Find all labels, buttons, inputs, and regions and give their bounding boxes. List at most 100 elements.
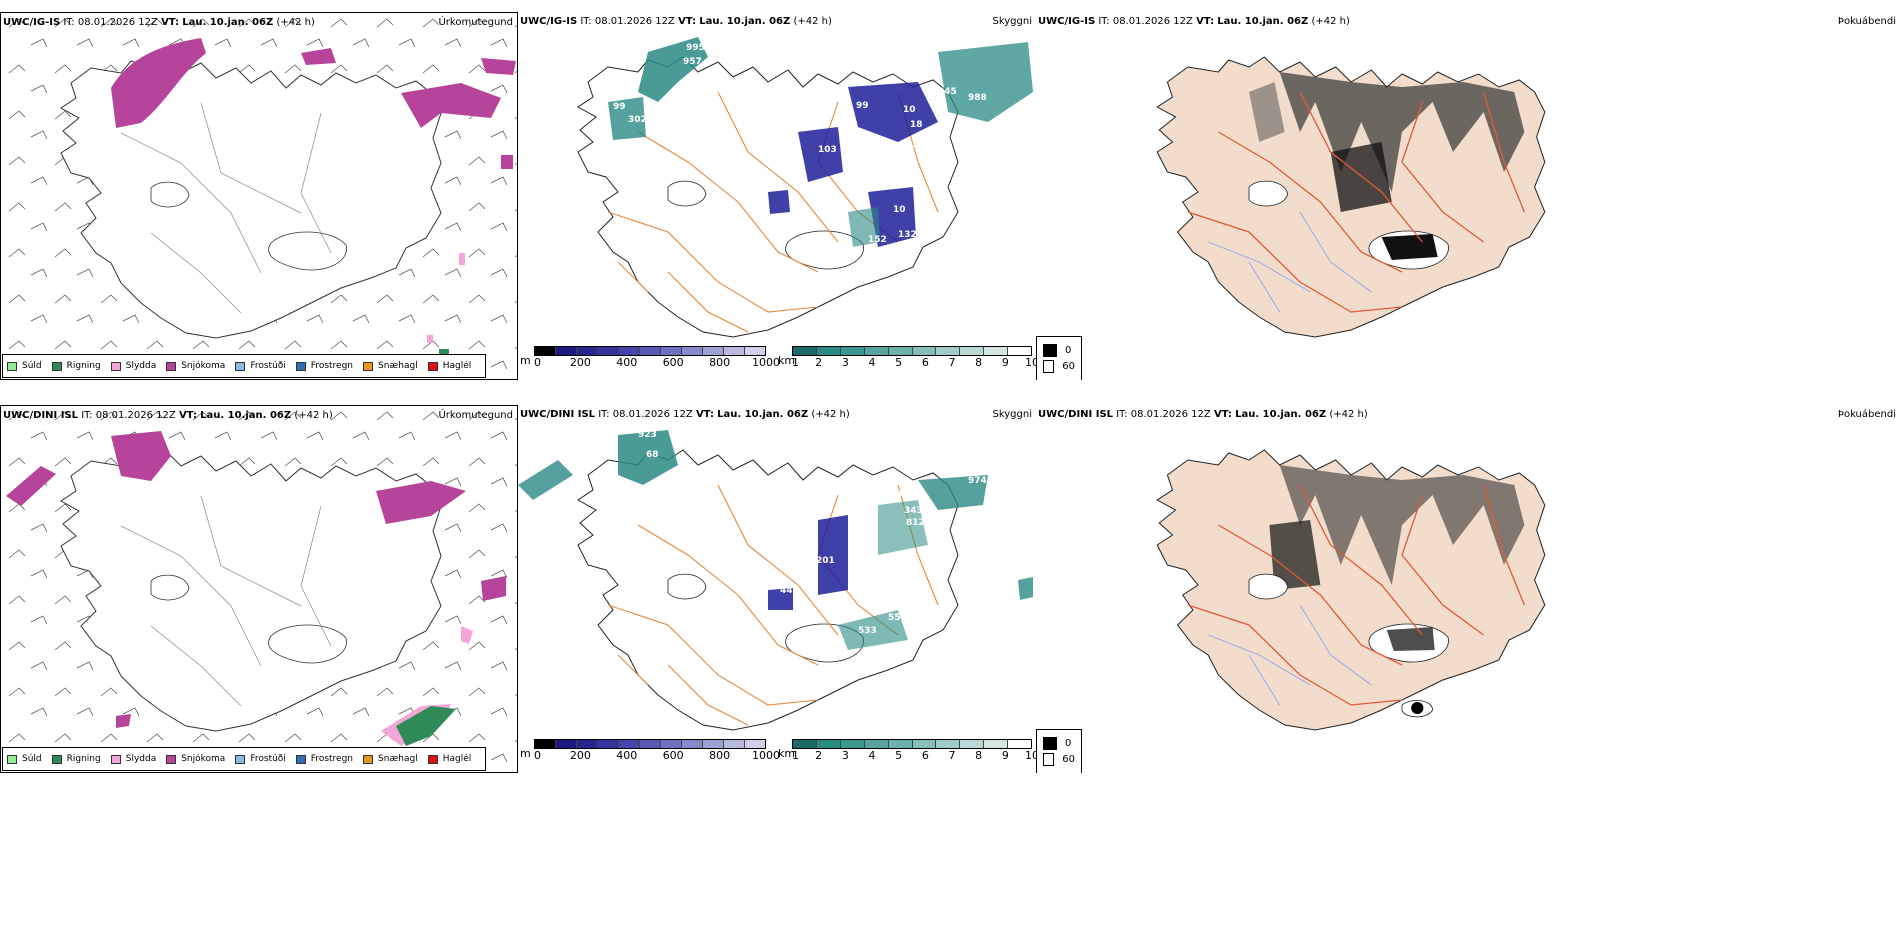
snow-area [401,83,501,128]
panel-name: Þokuábendi [1837,409,1896,420]
lead-time: (+42 h) [1311,16,1350,27]
low-visibility-area [768,190,790,214]
colorbar-tick: 8 [975,356,983,369]
legend-label: Slydda [125,754,157,764]
visibility-value: 10 [903,105,916,115]
vt-label: VT: [161,17,180,28]
model-name: UWC/IG-IS [1038,16,1096,27]
legend-item: Súld [7,361,42,371]
visibility-value: 33 [853,528,866,538]
lead-time: (+42 h) [294,410,333,421]
colorbar-tick: 600 [662,356,684,369]
legend-swatch [235,361,246,371]
snow-area [111,38,206,128]
sleet-area [427,335,433,343]
panel-name: Þokuábendi [1837,16,1896,27]
legend-swatch [7,754,17,764]
legend-swatch [235,754,246,764]
legend-swatch [51,754,62,764]
colorbar-tick: 5 [895,356,903,369]
legend-label: Snæhagl [378,754,418,764]
roads [1187,91,1526,313]
fog-legend-max: 60 [1062,361,1075,372]
visibility-panel-row1: 995 957 99 302 288 99 103 17 10 18 85 117 345 988 152 1… [518,12,1036,380]
legend-item: Snæhagl [363,361,418,371]
colorbar-tick: 3 [841,749,849,762]
it-value: 08.01.2026 12Z [1130,409,1211,420]
legend-swatch [110,361,121,371]
visibility-value: 16 [860,563,873,573]
legend-item: Snjókoma [166,361,225,371]
visibility-value: 33 [663,510,676,520]
colorbar-tick: 10 [1025,356,1036,369]
it-value: 08.01.2026 12Z [1112,16,1193,27]
visibility-colorbar-m: m 0 200 400 600 800 1000 [520,739,780,762]
visibility-value: 17 [856,131,869,141]
legend-swatch [110,754,121,764]
legend-label: Frostregn [310,361,354,371]
lead-time: (+42 h) [1329,409,1368,420]
roads [607,91,939,333]
fog-legend-row2: 0 60 [1036,729,1082,773]
legend-swatch [427,361,438,371]
visibility-value: 10 [893,205,906,215]
legend-label: Rigning [66,754,101,764]
legend-label: Snjókoma [181,361,226,371]
colorbar-tick: 600 [662,749,684,762]
colorbar-tick: 1 [792,356,799,369]
snow-area [376,481,466,524]
visibility-map-row2: 923 68 199 33 974 98 343 812 33 201 16 44 556 533 [518,430,1033,731]
it-label: IT: [81,410,93,421]
snow-area [6,466,56,506]
snow-area [501,155,513,169]
colorbar-tick: 800 [709,749,731,762]
colorbar-tick: 6 [921,356,929,369]
precip-type-panel-row1: UWC/IG-IS IT: 08.01.2026 12Z VT: Lau. 10… [0,12,518,380]
precip-legend-row1: Súld Rigning Slydda Snjókoma Frostúði Frostre… [2,354,487,378]
panel-title: UWC/DINI ISL IT: 08.01.2026 12Z VT: Lau.… [520,409,850,420]
vt-value: Lau. 10.jan. 06Z [1235,409,1327,420]
precip-type-map-row1 [1,13,517,379]
visibility-value: 99 [856,101,869,111]
colorbar-tick: 800 [709,356,731,369]
vt-value: Lau. 10.jan. 06Z [717,409,809,420]
legend-label: Slydda [125,361,157,371]
snow-area [481,58,516,75]
visibility-value: 974 [968,476,987,486]
colorbar-tick: 7 [948,749,956,762]
it-label: IT: [580,16,592,27]
precip-legend-row2: Súld Rigning Slydda Snjókoma Frostúði Frostre… [2,747,487,771]
legend-item: Súld [7,754,42,764]
legend-item: Frostúði [235,754,286,764]
legend-item: Frostregn [295,361,354,371]
visibility-value: 103 [818,145,837,155]
lead-time: (+42 h) [276,17,315,28]
vt-value: Lau. 10.jan. 06Z [182,17,274,28]
colorbar-tick: 4 [868,356,876,369]
fog-area-teal [918,475,988,510]
fog-dark-area [1330,142,1392,212]
fog-dark-area [1279,465,1525,585]
colorbar-unit: km [778,354,796,367]
visibility-value: 288 [646,117,665,127]
colorbar-tick: 1000 [752,356,780,369]
visibility-value: 117 [898,160,917,170]
vt-value: Lau. 10.jan. 06Z [1217,16,1309,27]
legend-swatch [427,754,438,764]
roads [1187,484,1526,706]
visibility-value: 533 [858,626,877,636]
colorbar-unit: m [520,354,531,367]
it-value: 08.01.2026 12Z [594,16,675,27]
visibility-value: 68 [646,450,659,460]
colorbar-tick: 200 [569,749,591,762]
fog-legend-min: 0 [1065,738,1072,749]
legend-item: Snjókoma [166,754,225,764]
fog-dark-area [1269,520,1321,590]
precip-type-panel-row2: UWC/DINI ISL IT: 08.01.2026 12Z VT: Lau.… [0,405,518,773]
model-name: UWC/DINI ISL [3,410,79,421]
panel-name: Skyggni [992,16,1032,27]
rain-area [396,706,456,746]
colorbar-tick: 0 [534,356,541,369]
fog-area-teal [618,430,678,485]
